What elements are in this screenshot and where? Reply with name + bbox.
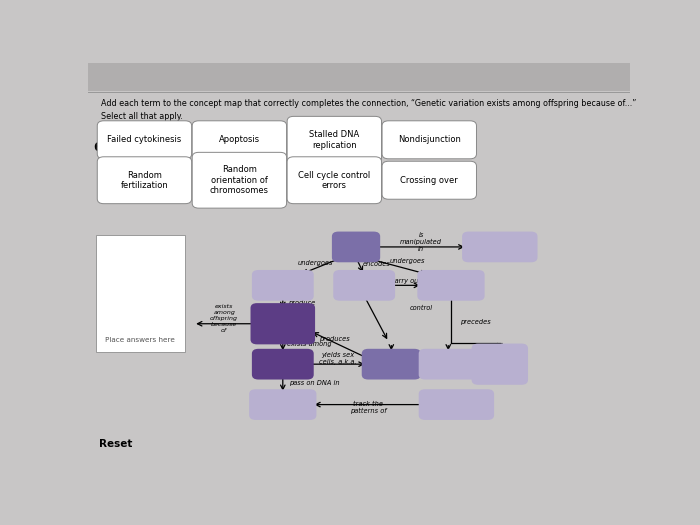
Text: pass on DNA in: pass on DNA in: [289, 380, 340, 386]
Text: Add each term to the concept map that correctly completes the connection, “Genet: Add each term to the concept map that co…: [101, 99, 636, 108]
Text: produces: produces: [319, 335, 350, 342]
Text: exists among: exists among: [286, 341, 331, 347]
FancyBboxPatch shape: [417, 270, 484, 301]
Text: track the
patterns of: track the patterns of: [350, 401, 386, 414]
Text: Select all that apply.: Select all that apply.: [101, 112, 183, 121]
FancyBboxPatch shape: [252, 349, 314, 380]
Text: exists
among
offspring
because
of: exists among offspring because of: [210, 304, 238, 332]
Text: Stalled DNA
replication: Stalled DNA replication: [309, 130, 360, 150]
Text: Nondisjunction: Nondisjunction: [398, 135, 461, 144]
Text: is
manipulated
in: is manipulated in: [400, 232, 442, 252]
Text: Random
orientation of
chromosomes: Random orientation of chromosomes: [210, 165, 269, 195]
Text: Inheritance: Inheritance: [258, 400, 308, 409]
FancyBboxPatch shape: [193, 121, 286, 159]
FancyBboxPatch shape: [472, 343, 528, 385]
Text: Proteins: Proteins: [346, 281, 382, 290]
Text: Gametes: Gametes: [264, 360, 302, 369]
Text: Mitosis: Mitosis: [433, 360, 464, 369]
FancyBboxPatch shape: [362, 349, 421, 380]
Text: Genetic
variation: Genetic variation: [263, 314, 302, 333]
FancyBboxPatch shape: [332, 232, 380, 262]
Text: Replication: Replication: [426, 281, 475, 290]
FancyBboxPatch shape: [97, 157, 192, 204]
Bar: [88, 63, 630, 91]
Text: precedes: precedes: [460, 319, 491, 325]
Text: Binary
fission: Binary fission: [486, 354, 514, 374]
Text: produce: produce: [288, 300, 316, 306]
Text: Random
fertilization: Random fertilization: [120, 171, 168, 190]
FancyBboxPatch shape: [97, 121, 192, 159]
Text: Cell cycle control
errors: Cell cycle control errors: [298, 171, 370, 190]
Text: Meiosis: Meiosis: [375, 360, 407, 369]
FancyBboxPatch shape: [287, 157, 382, 204]
FancyBboxPatch shape: [333, 270, 395, 301]
Text: undergoes: undergoes: [390, 258, 426, 264]
Text: Place answers here: Place answers here: [106, 337, 175, 343]
FancyBboxPatch shape: [252, 270, 314, 301]
Text: Mutations: Mutations: [261, 281, 304, 290]
Bar: [88, 92, 630, 93]
FancyBboxPatch shape: [287, 117, 382, 163]
Text: carry out: carry out: [391, 278, 421, 285]
FancyBboxPatch shape: [462, 232, 538, 262]
FancyBboxPatch shape: [193, 152, 286, 208]
Text: undergoes: undergoes: [298, 260, 333, 266]
FancyBboxPatch shape: [419, 389, 494, 420]
Text: Crossing over: Crossing over: [400, 176, 458, 185]
Text: yields sex
cells, a.k.a.: yields sex cells, a.k.a.: [319, 352, 357, 365]
Text: Punnett squares: Punnett squares: [421, 400, 492, 409]
FancyBboxPatch shape: [96, 235, 185, 352]
Text: Reset: Reset: [99, 439, 133, 449]
FancyBboxPatch shape: [382, 161, 477, 199]
FancyBboxPatch shape: [251, 303, 315, 344]
FancyBboxPatch shape: [419, 349, 478, 380]
FancyBboxPatch shape: [249, 389, 316, 420]
Text: encodes: encodes: [363, 261, 391, 267]
FancyBboxPatch shape: [382, 121, 477, 159]
Text: control: control: [410, 304, 433, 311]
Text: Apoptosis: Apoptosis: [219, 135, 260, 144]
Text: Failed cytokinesis: Failed cytokinesis: [107, 135, 181, 144]
Text: DNA: DNA: [346, 243, 365, 251]
Text: DNA technology: DNA technology: [465, 243, 535, 251]
Text: 6: 6: [93, 141, 102, 154]
